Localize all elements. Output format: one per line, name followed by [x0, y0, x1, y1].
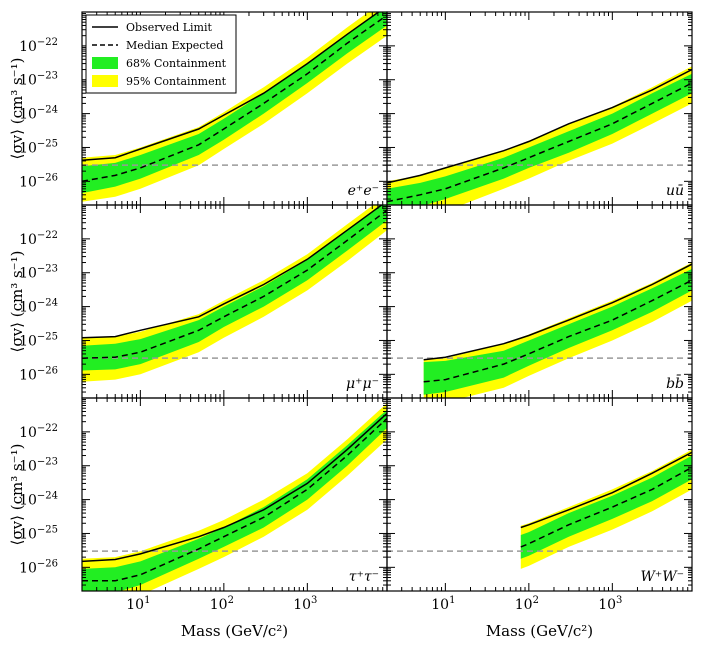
median-expected-line [82, 417, 387, 582]
y-tick-label: 10−26 [19, 558, 58, 576]
observed-limit-line [423, 263, 692, 361]
x-tick-label: 102 [210, 595, 234, 613]
plot-area [387, 66, 692, 205]
observed-limit-line [82, 412, 387, 563]
x-tick-label: 101 [431, 595, 455, 613]
plot-area [82, 12, 387, 202]
x-axis-label: Mass (GeV/c²) [486, 622, 593, 640]
band-68-containment [82, 409, 387, 591]
observed-limit-line [387, 68, 692, 184]
y-axis-label: ⟨σv⟩ (cm³ s⁻¹) [8, 58, 26, 160]
observed-limit-line [520, 451, 692, 529]
median-expected-line [82, 14, 387, 183]
y-tick-label: 10−23 [19, 457, 58, 475]
y-tick-label: 10−25 [19, 331, 58, 349]
legend-swatch [92, 57, 118, 69]
panel-2: uū [386, 11, 693, 206]
legend-label: 68% Containment [126, 57, 227, 70]
median-expected-line [423, 279, 692, 383]
plot-area [82, 205, 387, 382]
legend-label: Observed Limit [126, 21, 213, 34]
y-axis-label: ⟨σv⟩ (cm³ s⁻¹) [8, 251, 26, 353]
band-68-containment [423, 268, 692, 395]
y-tick-label: 10−25 [19, 524, 58, 542]
y-tick-label: 10−24 [19, 491, 58, 509]
panel-1: 10−26 10−25 10−24 10−23 10−22 e⁺e⁻ [19, 11, 388, 206]
panel-4: bb̄ [386, 204, 693, 399]
observed-limit-line [82, 205, 383, 339]
median-expected-line [387, 82, 692, 203]
y-tick-label: 10−26 [19, 172, 58, 190]
x-tick-label: 103 [598, 595, 622, 613]
legend-label: 95% Containment [126, 75, 227, 88]
y-tick-label: 10−22 [19, 423, 58, 441]
plot-area [387, 449, 692, 569]
x-tick-label: 103 [293, 595, 317, 613]
y-tick-label: 10−23 [19, 264, 58, 282]
channel-label: μ⁺μ⁻ [346, 376, 379, 392]
panel-5: 10−26 10−25 10−24 10−23 10−22 101 102 103 τ⁺τ⁻ [19, 397, 388, 613]
panel-3: 10−26 10−25 10−24 10−23 10−22 μ⁺μ⁻ [19, 204, 388, 399]
x-tick-label: 102 [515, 595, 539, 613]
legend-swatch [92, 75, 118, 87]
y-tick-label: 10−24 [19, 105, 58, 123]
band-68-containment [82, 12, 387, 194]
channel-label: uū [666, 183, 684, 199]
y-tick-label: 10−23 [19, 71, 58, 89]
observed-limit-line [82, 12, 380, 161]
x-tick-label: 101 [126, 595, 150, 613]
channel-label: e⁺e⁻ [348, 183, 379, 199]
median-expected-line [82, 209, 387, 359]
band-95-containment [387, 66, 692, 205]
y-tick-label: 10−24 [19, 298, 58, 316]
legend-label: Median Expected [126, 39, 223, 52]
channel-label: τ⁺τ⁻ [349, 569, 379, 585]
median-expected-line [520, 466, 692, 548]
y-tick-label: 10−22 [19, 37, 58, 55]
x-axis-label: Mass (GeV/c²) [181, 622, 288, 640]
y-tick-label: 10−25 [19, 138, 58, 156]
y-tick-label: 10−26 [19, 365, 58, 383]
channel-label: W⁺W⁻ [640, 569, 684, 585]
panel-6: 101 102 103 W⁺W⁻ [386, 397, 693, 613]
plot-area [82, 403, 387, 591]
band-68-containment [82, 205, 387, 371]
plot-area [387, 262, 692, 398]
channel-label: bb̄ [666, 374, 684, 392]
band-68-containment [387, 73, 692, 205]
legend: Observed Limit Median Expected 68% Contain… [85, 14, 237, 94]
y-tick-label: 10−22 [19, 230, 58, 248]
y-axis-label: ⟨σv⟩ (cm³ s⁻¹) [8, 444, 26, 546]
band-68-containment [520, 455, 692, 559]
panel-frame [386, 397, 693, 592]
